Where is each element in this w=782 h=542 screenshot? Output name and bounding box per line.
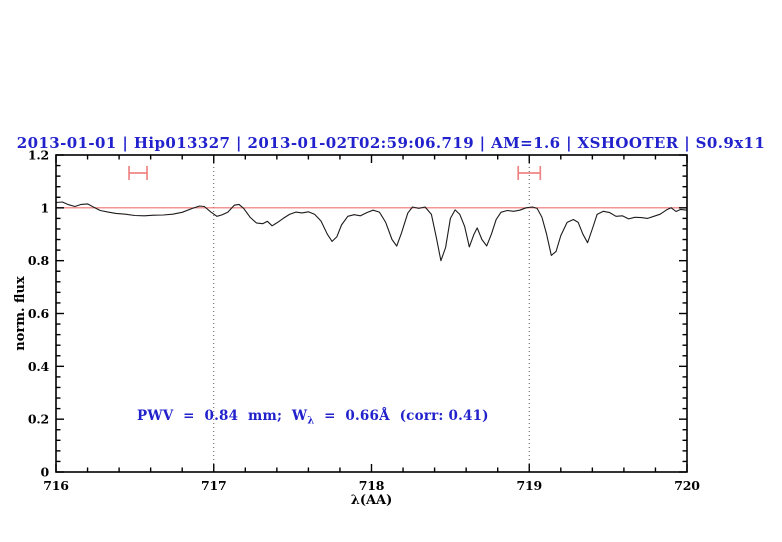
x-tick-label: 719 <box>517 478 543 493</box>
pwv-annotation-prefix: PWV = 0.84 mm; W <box>137 408 308 424</box>
y-tick-label: 0.6 <box>28 306 50 321</box>
plot-title: 2013-01-01 | Hip013327 | 2013-01-02T02:5… <box>16 134 766 152</box>
y-tick-label: 0.2 <box>28 412 49 427</box>
y-tick-label: 1 <box>41 200 50 215</box>
telluric-interval-marker <box>128 165 148 180</box>
telluric-interval-marker <box>517 165 542 180</box>
y-tick-label: 0.4 <box>28 359 50 374</box>
y-tick-label: 0 <box>41 465 50 480</box>
x-tick-label: 716 <box>43 478 69 493</box>
y-tick-label: 0.8 <box>28 253 50 268</box>
spectrum-line <box>55 201 688 262</box>
x-axis-title: λ(AA) <box>351 493 393 508</box>
x-tick-label: 720 <box>674 478 700 493</box>
pwv-annotation: PWV = 0.84 mm; Wλ = 0.66Å (corr: 0.41) <box>137 408 489 427</box>
y-axis-title: norm. flux <box>13 276 28 351</box>
pwv-lambda-subscript: λ <box>307 415 315 427</box>
pwv-annotation-suffix: = 0.66Å (corr: 0.41) <box>314 408 489 424</box>
x-tick-label: 718 <box>359 478 385 493</box>
x-tick-label: 717 <box>201 478 227 493</box>
y-tick-label: 1.2 <box>28 148 49 163</box>
